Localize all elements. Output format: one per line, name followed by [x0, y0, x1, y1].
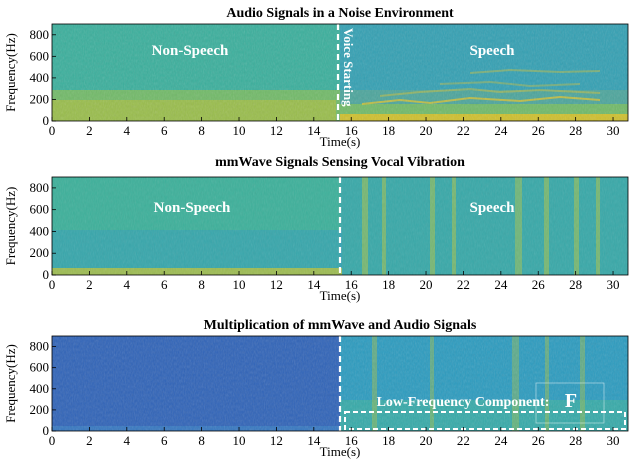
x-tick-label: 10 — [233, 123, 246, 138]
spectrogram-plot-area — [52, 24, 628, 121]
x-tick-label: 14 — [307, 123, 321, 138]
x-tick-label: 6 — [161, 433, 168, 448]
plot-frame — [51, 335, 629, 432]
x-tick-label: 4 — [124, 433, 131, 448]
x-tick-label: 24 — [494, 123, 508, 138]
label-low-frequency-component: Low-Frequency Component: — [377, 395, 550, 410]
panel-audio: Audio Signals in a Noise Environment Non… — [3, 6, 629, 149]
label-speech: Speech — [470, 43, 516, 59]
x-tick-label: 12 — [270, 433, 283, 448]
x-tick-label: 10 — [233, 277, 246, 292]
x-tick-label: 0 — [49, 277, 56, 292]
x-tick-label: 18 — [382, 277, 395, 292]
x-axis-label: Time(s) — [320, 288, 361, 303]
x-tick-label: 10 — [233, 433, 246, 448]
plot-frame — [51, 23, 629, 122]
panel-multiplication: Multiplication of mmWave and Audio Signa… — [3, 318, 629, 459]
x-tick-label: 16 — [345, 433, 359, 448]
x-tick-label: 30 — [607, 277, 620, 292]
label-non-speech: Non-Speech — [152, 43, 229, 59]
y-tick-label: 0 — [43, 267, 50, 282]
x-tick-label: 0 — [49, 433, 56, 448]
x-tick-label: 12 — [270, 277, 283, 292]
y-axis-label: Frequency(Hz) — [3, 187, 18, 266]
x-tick-label: 16 — [345, 277, 359, 292]
x-tick-label: 2 — [86, 433, 93, 448]
x-tick-label: 18 — [382, 123, 395, 138]
x-tick-label: 22 — [457, 123, 470, 138]
y-tick-label: 0 — [43, 113, 50, 128]
y-tick-label: 600 — [30, 360, 50, 375]
low-frequency-highlight-box — [344, 411, 626, 430]
x-tick-label: 20 — [420, 123, 433, 138]
x-tick-label: 26 — [532, 277, 546, 292]
x-tick-label: 18 — [382, 433, 395, 448]
x-tick-label: 6 — [161, 277, 168, 292]
x-tick-label: 26 — [532, 433, 546, 448]
x-tick-label: 28 — [569, 433, 582, 448]
x-tick-label: 8 — [198, 277, 205, 292]
x-tick-label: 22 — [457, 433, 470, 448]
y-axis-label: Frequency(Hz) — [3, 33, 18, 112]
x-tick-label: 8 — [198, 433, 205, 448]
x-tick-label: 28 — [569, 123, 582, 138]
y-tick-label: 400 — [30, 223, 50, 238]
x-tick-label: 20 — [420, 277, 433, 292]
y-axis-label: Frequency(Hz) — [3, 344, 18, 423]
f-label-box — [535, 382, 605, 424]
x-tick-label: 2 — [86, 277, 93, 292]
x-tick-label: 14 — [307, 277, 321, 292]
label-non-speech: Non-Speech — [154, 200, 231, 216]
y-tick-label: 400 — [30, 381, 50, 396]
x-tick-label: 16 — [345, 123, 359, 138]
x-tick-label: 20 — [420, 433, 433, 448]
x-tick-label: 0 — [49, 123, 56, 138]
x-tick-label: 24 — [494, 277, 508, 292]
y-tick-label: 400 — [30, 70, 50, 85]
x-tick-label: 2 — [86, 123, 93, 138]
label-speech: Speech — [470, 200, 516, 216]
x-tick-label: 30 — [607, 123, 620, 138]
panel-title: Multiplication of mmWave and Audio Signa… — [204, 318, 477, 333]
x-tick-label: 8 — [198, 123, 205, 138]
y-tick-label: 800 — [30, 27, 50, 42]
x-tick-label: 22 — [457, 277, 470, 292]
panel-mmwave: mmWave Signals Sensing Vocal Vibration N… — [3, 155, 629, 303]
x-axis-label: Time(s) — [320, 134, 361, 149]
y-tick-label: 200 — [30, 91, 50, 106]
x-tick-label: 26 — [532, 123, 546, 138]
panel-title: mmWave Signals Sensing Vocal Vibration — [215, 155, 465, 170]
panel-title: Audio Signals in a Noise Environment — [226, 6, 454, 21]
x-tick-label: 24 — [494, 433, 508, 448]
label-voice-starting: Voice Starting — [341, 28, 356, 107]
x-tick-label: 14 — [307, 433, 321, 448]
y-tick-label: 600 — [30, 48, 50, 63]
y-tick-label: 200 — [30, 402, 50, 417]
label-f: F — [565, 390, 577, 412]
x-tick-label: 4 — [124, 277, 131, 292]
y-tick-label: 0 — [43, 423, 50, 438]
x-tick-label: 12 — [270, 123, 283, 138]
y-tick-label: 600 — [30, 202, 50, 217]
y-tick-label: 800 — [30, 339, 50, 354]
x-tick-label: 30 — [607, 433, 620, 448]
y-tick-label: 200 — [30, 245, 50, 260]
plot-frame — [51, 176, 629, 276]
x-axis-label: Time(s) — [320, 444, 361, 459]
x-tick-label: 4 — [124, 123, 131, 138]
x-tick-label: 6 — [161, 123, 168, 138]
y-tick-label: 800 — [30, 180, 50, 195]
x-tick-label: 28 — [569, 277, 582, 292]
